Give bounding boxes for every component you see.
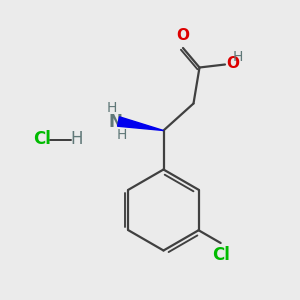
Polygon shape: [118, 117, 164, 130]
Text: H: H: [116, 128, 127, 142]
Text: N: N: [109, 113, 122, 131]
Text: O: O: [176, 28, 190, 43]
Text: H: H: [107, 101, 117, 115]
Text: O: O: [226, 56, 239, 71]
Text: Cl: Cl: [212, 246, 230, 264]
Text: H: H: [70, 130, 83, 148]
Text: H: H: [232, 50, 243, 64]
Text: Cl: Cl: [33, 130, 51, 148]
